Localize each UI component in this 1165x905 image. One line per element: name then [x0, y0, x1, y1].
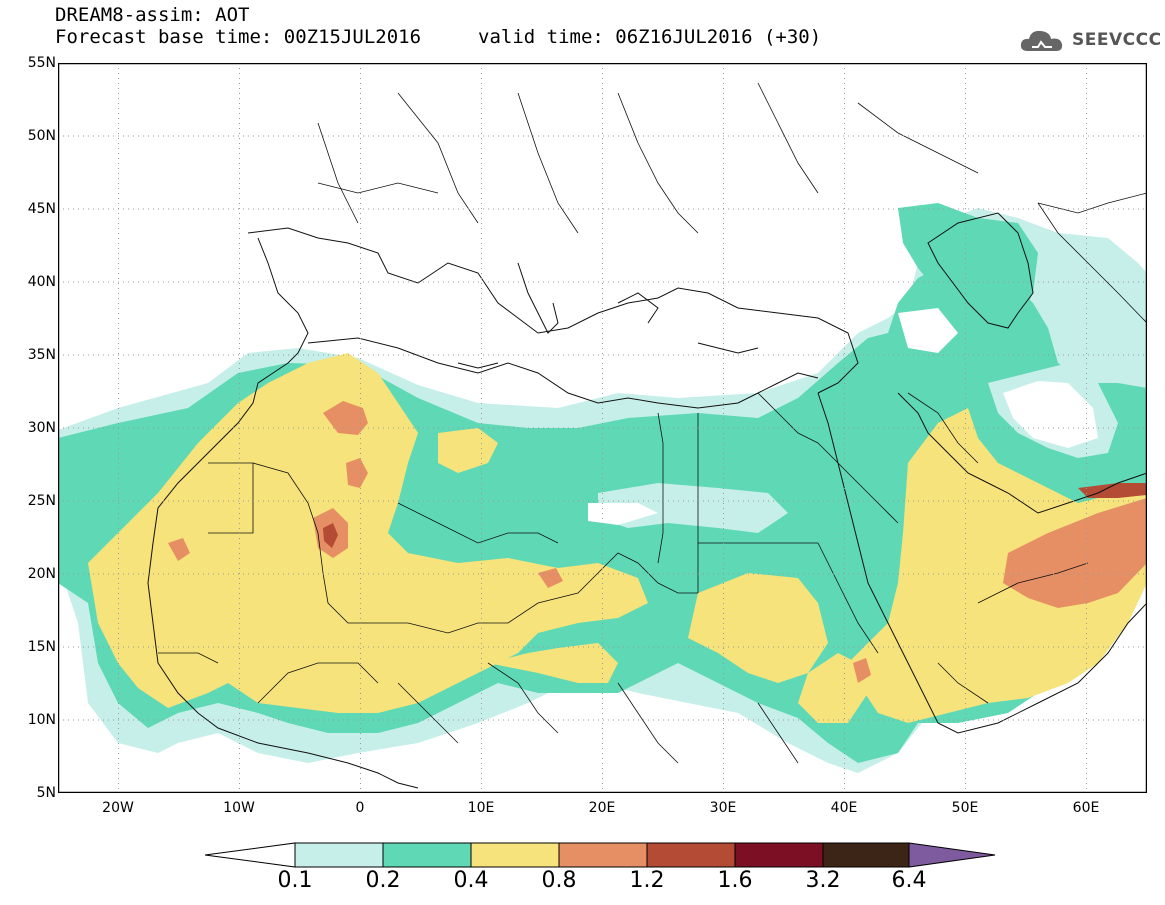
colorbar-swatch	[734, 842, 824, 868]
colorbar-swatch	[558, 842, 648, 868]
lon-label: 10E	[467, 800, 495, 816]
aot-zone-0.8-oman	[1003, 498, 1147, 608]
map-frame	[58, 63, 1147, 793]
aot-zone-0.8-eritrea	[853, 658, 871, 683]
colorbar	[205, 842, 996, 868]
colorbar-label: 0.1	[277, 868, 313, 893]
lon-label: 0	[355, 800, 365, 816]
aot-zone-0.8-west	[323, 401, 368, 435]
lon-label: 60E	[1072, 800, 1100, 816]
forecast-base-time: Forecast base time: 00Z15JUL2016	[55, 26, 422, 48]
colorbar-swatch	[822, 842, 910, 868]
colorbar-swatch	[382, 842, 472, 868]
aot-zone-0.4-arabia	[848, 408, 1147, 723]
lon-label: 20W	[102, 800, 134, 816]
lon-label: 30E	[709, 800, 737, 816]
lat-label: 55N	[27, 55, 56, 71]
colorbar-label: 0.2	[365, 868, 401, 893]
aot-clear-iran-core	[1003, 381, 1098, 448]
aot-clear-egypt	[588, 503, 658, 525]
lat-label: 10N	[27, 712, 56, 728]
lat-label: 45N	[27, 201, 56, 217]
lon-label: 40E	[830, 800, 858, 816]
aot-zone-0.4-sahara-north	[438, 428, 498, 473]
colorbar-swatch	[294, 842, 384, 868]
lon-label: 10W	[223, 800, 255, 816]
valid-time: valid time: 06Z16JUL2016 (+30)	[478, 26, 822, 48]
colorbar-label: 1.6	[717, 868, 753, 893]
country-borders	[158, 82, 1147, 764]
lat-label: 35N	[27, 347, 56, 363]
lat-label: 20N	[27, 566, 56, 582]
colorbar-label: 6.4	[891, 868, 927, 893]
coastlines	[147, 212, 1147, 789]
aot-clear-libya	[598, 483, 788, 533]
lat-label: 40N	[27, 274, 56, 290]
cloud-icon	[1020, 30, 1063, 51]
aot-zone-caspian	[898, 203, 1038, 333]
colorbar-label: 3.2	[805, 868, 841, 893]
aot-zone-0.4-ethiopia	[798, 653, 868, 723]
colorbar-label: 0.8	[541, 868, 577, 893]
logo-text: SEEVCCC	[1072, 30, 1162, 50]
colorbar-under-triangle	[205, 842, 296, 868]
colorbar-over-triangle	[908, 842, 996, 868]
seevccc-logo: SEEVCCC	[1018, 25, 1162, 55]
map-title: DREAM8-assim: AOT	[55, 4, 250, 26]
aot-zone-0.8-mauritania	[168, 538, 190, 561]
lon-label: 50E	[951, 800, 979, 816]
colorbar-label: 0.4	[453, 868, 489, 893]
lat-label: 50N	[27, 128, 56, 144]
lat-label: 25N	[27, 493, 56, 509]
colorbar-label: 1.2	[629, 868, 665, 893]
graticule	[58, 63, 1147, 793]
aot-zone-0.8-niger	[538, 568, 563, 588]
lat-label: 15N	[27, 639, 56, 655]
aot-zone-1.2-mali	[323, 523, 338, 548]
lat-label: 5N	[36, 785, 56, 801]
aot-clear-iberia	[898, 308, 958, 353]
aot-zone-0.8-algeria	[346, 458, 368, 488]
aot-zone-0.4-sahel	[488, 643, 618, 683]
lon-label: 20E	[588, 800, 616, 816]
lat-label: 30N	[27, 420, 56, 436]
aot-map	[58, 63, 1147, 793]
colorbar-swatch	[646, 842, 736, 868]
aot-zone-0.4-sudan	[688, 573, 828, 683]
colorbar-swatch	[470, 842, 560, 868]
